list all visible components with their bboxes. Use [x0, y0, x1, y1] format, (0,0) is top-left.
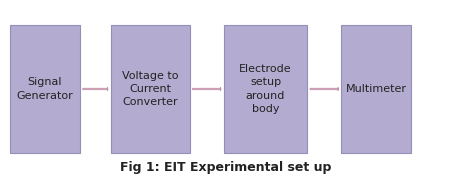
Text: Voltage to
Current
Converter: Voltage to Current Converter: [122, 71, 178, 107]
Text: Signal
Generator: Signal Generator: [17, 77, 73, 101]
FancyBboxPatch shape: [110, 25, 189, 153]
FancyBboxPatch shape: [223, 25, 307, 153]
FancyBboxPatch shape: [10, 25, 80, 153]
FancyBboxPatch shape: [341, 25, 410, 153]
Text: Fig 1: EIT Experimental set up: Fig 1: EIT Experimental set up: [120, 161, 331, 174]
Text: Electrode
setup
around
body: Electrode setup around body: [239, 64, 291, 114]
Text: Multimeter: Multimeter: [345, 84, 406, 94]
